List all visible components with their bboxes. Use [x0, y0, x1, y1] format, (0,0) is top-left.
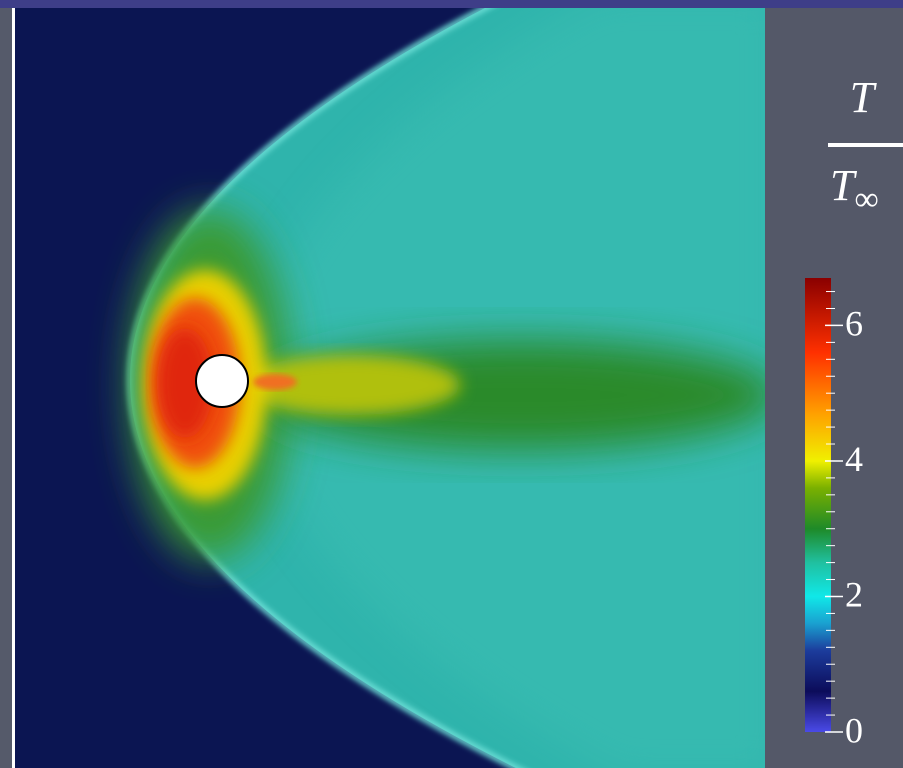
visualization: T T∞ 0 2 4 6 — [0, 0, 903, 768]
colorbar-denominator-subscript: ∞ — [854, 181, 878, 218]
tick-label: 0 — [845, 710, 863, 750]
tick-label: 4 — [845, 439, 863, 479]
plot-border — [12, 8, 15, 768]
left-strip — [0, 8, 12, 768]
colorbar-denominator: T∞ — [830, 161, 879, 218]
wake-hotspot — [253, 374, 297, 390]
cylinder — [196, 355, 248, 407]
colorbar-numerator: T — [850, 73, 878, 122]
tick-label: 2 — [845, 575, 863, 615]
top-bar — [0, 0, 903, 8]
field — [15, 0, 780, 768]
tick-label: 6 — [845, 304, 863, 344]
page: T T∞ 0246 (() => { const data = JSON.par… — [0, 0, 903, 768]
